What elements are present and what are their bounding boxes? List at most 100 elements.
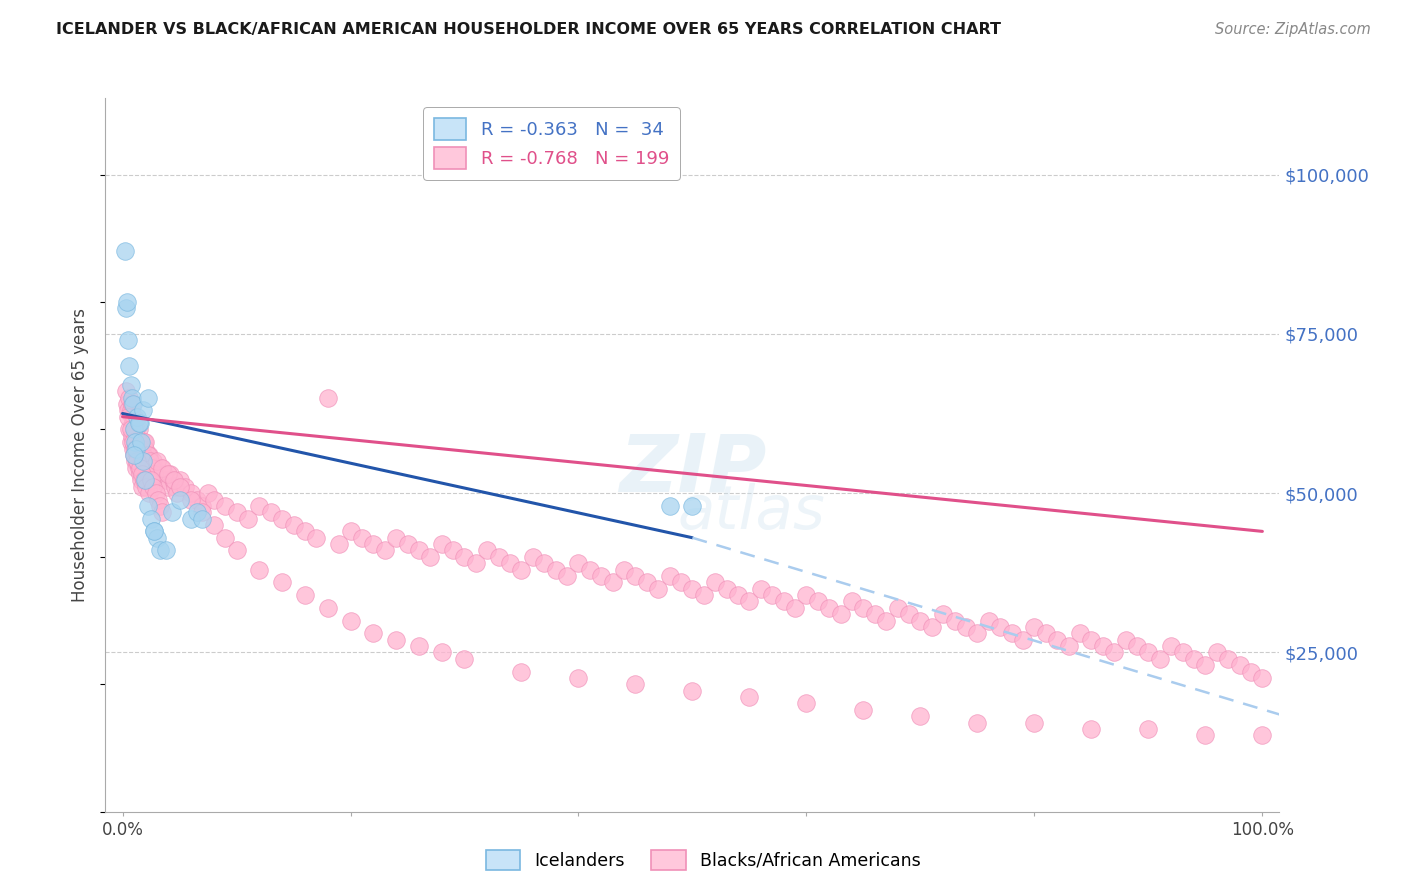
Point [1024,715,1046,730]
Point [1024,620,1046,634]
Point [1115,632,1137,647]
Point [898,607,921,622]
Point [1205,645,1227,659]
Point [121,391,143,405]
Point [305,531,328,545]
Point [139,454,162,468]
Point [174,480,197,494]
Point [135,454,157,468]
Point [214,499,236,513]
Point [693,588,716,602]
Point [128,442,150,456]
Point [1194,658,1216,673]
Point [141,460,163,475]
Point [682,499,704,513]
Point [339,524,361,539]
Point [127,442,149,456]
Point [236,511,259,525]
Point [145,486,167,500]
Point [796,697,818,711]
Point [160,505,183,519]
Point [363,537,385,551]
Point [180,511,202,525]
Point [602,575,624,590]
Point [146,492,169,507]
Point [921,620,943,634]
Point [955,620,977,634]
Point [186,505,208,519]
Point [131,454,153,468]
Point [408,543,430,558]
Legend: Icelanders, Blacks/African Americans: Icelanders, Blacks/African Americans [477,841,929,879]
Point [555,569,578,583]
Text: Source: ZipAtlas.com: Source: ZipAtlas.com [1215,22,1371,37]
Point [363,626,385,640]
Point [180,492,202,507]
Point [136,448,159,462]
Point [121,435,143,450]
Point [135,480,157,494]
Point [567,671,589,685]
Point [682,683,704,698]
Point [139,460,162,475]
Point [852,703,875,717]
Point [122,448,145,462]
Point [157,480,180,494]
Point [134,474,156,488]
Point [522,549,544,564]
Point [128,422,150,436]
Point [129,442,152,456]
Legend: R = -0.363   N =  34, R = -0.768   N = 199: R = -0.363 N = 34, R = -0.768 N = 199 [423,107,681,180]
Point [1194,728,1216,742]
Point [127,409,149,424]
Point [197,486,219,500]
Point [124,435,146,450]
Point [772,594,794,608]
Point [499,556,522,570]
Point [118,391,141,405]
Point [139,511,162,525]
Point [396,537,419,551]
Point [328,537,350,551]
Point [115,397,138,411]
Point [139,474,162,488]
Point [125,460,148,475]
Point [127,454,149,468]
Point [128,435,150,450]
Point [1012,632,1035,647]
Point [510,665,533,679]
Y-axis label: Householder Income Over 65 years: Householder Income Over 65 years [72,308,90,602]
Point [138,448,160,462]
Point [132,403,155,417]
Point [830,607,852,622]
Point [796,588,818,602]
Text: atlas: atlas [678,483,825,541]
Point [163,474,186,488]
Point [247,499,270,513]
Point [225,505,247,519]
Point [453,549,475,564]
Point [132,448,155,462]
Point [149,499,172,513]
Point [115,301,138,316]
Point [591,569,613,583]
Point [132,448,155,462]
Point [121,397,143,411]
Point [150,460,173,475]
Point [125,435,148,450]
Point [807,594,830,608]
Point [117,403,139,417]
Point [122,409,145,424]
Point [128,467,150,481]
Point [143,460,166,475]
Point [120,422,142,436]
Point [886,600,908,615]
Point [152,460,174,475]
Point [647,582,669,596]
Point [128,416,150,430]
Point [120,377,142,392]
Point [143,467,166,481]
Point [121,416,143,430]
Point [716,582,738,596]
Text: ICELANDER VS BLACK/AFRICAN AMERICAN HOUSEHOLDER INCOME OVER 65 YEARS CORRELATION: ICELANDER VS BLACK/AFRICAN AMERICAN HOUS… [56,22,1001,37]
